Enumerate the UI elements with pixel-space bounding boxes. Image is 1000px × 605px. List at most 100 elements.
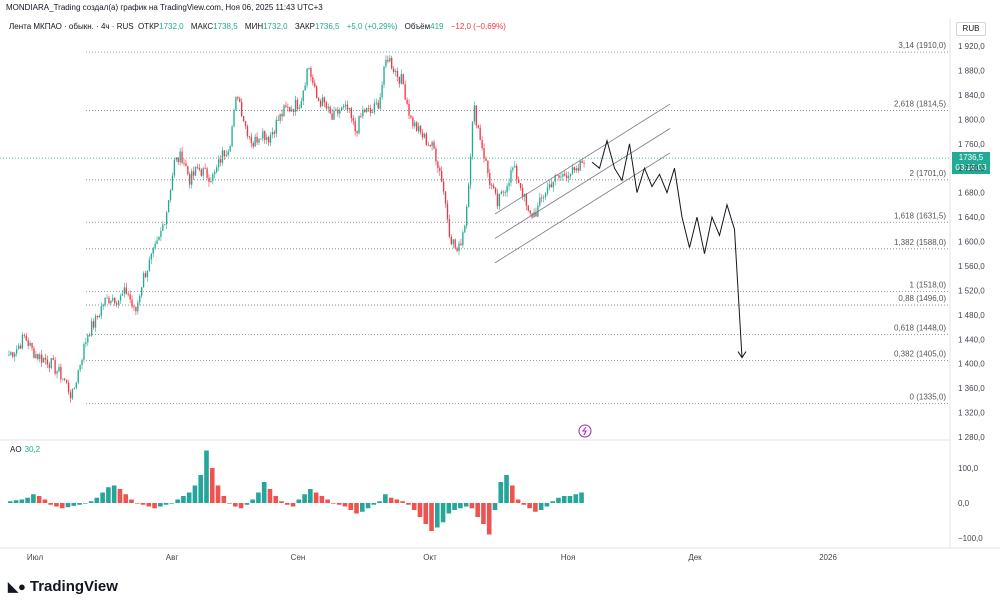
ao-bar <box>365 503 371 509</box>
candle-body <box>181 151 183 163</box>
candle-body <box>142 273 145 288</box>
candle-body <box>81 359 83 365</box>
candle-body <box>381 84 383 98</box>
ao-bar <box>233 503 238 507</box>
candle-body <box>562 173 564 177</box>
candle-body <box>23 334 26 336</box>
candle-body <box>441 171 443 182</box>
candle-body <box>471 121 474 157</box>
candle-body <box>498 194 501 207</box>
candle-body <box>83 344 85 360</box>
candle-body <box>219 159 222 163</box>
candle-body <box>289 107 291 112</box>
fib-level-label: 0 (1335,0) <box>910 392 947 401</box>
candle-body <box>133 306 135 308</box>
ao-bar <box>250 499 255 503</box>
candle-body <box>573 167 576 171</box>
candle-body <box>310 68 312 78</box>
candle-body <box>100 306 102 316</box>
candle-body <box>223 150 226 157</box>
ao-bar <box>227 503 232 504</box>
candle-body <box>394 70 397 72</box>
candle-body <box>125 287 127 294</box>
candle-body <box>487 160 489 173</box>
candle-body <box>73 387 76 389</box>
candle-body <box>271 131 274 135</box>
candle-body <box>25 335 27 341</box>
ao-bar <box>417 503 423 517</box>
candle-body <box>506 186 508 193</box>
candle-body <box>352 118 354 121</box>
x-tick-label: Авг <box>166 553 179 562</box>
candle-body <box>404 84 406 100</box>
ao-bar <box>59 503 65 509</box>
candle-body <box>64 378 66 380</box>
candle-body <box>494 188 497 194</box>
candle-body <box>185 163 187 167</box>
candle-body <box>419 126 422 133</box>
close-value: 1736,5 <box>314 22 340 31</box>
candle-body <box>504 192 506 194</box>
candle-body <box>54 359 56 374</box>
candle-body <box>516 165 518 180</box>
fib-level-label: 1,382 (1588,0) <box>894 238 946 247</box>
candle-body <box>94 315 97 328</box>
candle-body <box>308 68 310 69</box>
candle-body <box>379 97 381 109</box>
ao-bar <box>406 503 411 505</box>
candle-body <box>406 99 408 104</box>
candle-body <box>566 175 568 178</box>
candle-body <box>337 109 339 114</box>
candle-body <box>331 113 333 120</box>
candle-body <box>62 378 64 380</box>
ao-bar <box>123 494 129 503</box>
candle-body <box>179 151 181 163</box>
candle-body <box>571 167 574 174</box>
candle-body <box>371 112 374 113</box>
candle-body <box>241 101 243 117</box>
fib-level-label: 2 (1701,0) <box>910 169 947 178</box>
candle-body <box>375 102 377 104</box>
candle-body <box>50 358 52 368</box>
y-tick-label: 1 440,0 <box>958 335 985 344</box>
candle-body <box>189 174 191 185</box>
currency-button[interactable]: RUB <box>956 22 986 36</box>
ao-bar <box>550 501 555 503</box>
candle-body <box>171 175 174 190</box>
ao-tick-label: −100,0 <box>958 534 983 543</box>
projection-arrowhead <box>737 351 747 359</box>
candle-body <box>456 247 458 251</box>
ao-bar <box>158 503 163 507</box>
candle-body <box>546 187 549 194</box>
candle-body <box>235 97 237 110</box>
candle-body <box>250 136 252 144</box>
candle-body <box>502 191 504 193</box>
candle-body <box>510 170 512 183</box>
ao-legend[interactable]: AO 30,2 <box>10 445 40 454</box>
candle-body <box>533 211 535 218</box>
candle-body <box>266 137 268 140</box>
candle-body <box>517 179 520 183</box>
ao-bar <box>273 496 279 503</box>
ao-label: AO <box>10 445 22 454</box>
candle-body <box>102 304 104 307</box>
candle-body <box>577 168 579 171</box>
ao-bar <box>452 503 457 510</box>
candle-body <box>137 302 139 312</box>
y-tick-label: 1 880,0 <box>958 66 985 75</box>
y-tick-label: 1 920,0 <box>958 42 985 51</box>
fib-level-label: 0,88 (1496,0) <box>898 294 946 303</box>
candle-body <box>117 300 120 305</box>
candle-body <box>314 83 316 87</box>
candle-body <box>160 230 162 237</box>
volume-label: Объём <box>404 22 431 31</box>
change-value: +5,0 (+0,29%) <box>346 22 398 31</box>
ao-bar <box>100 492 105 503</box>
candle-body <box>306 68 308 86</box>
last-price-tag: 1736,5 03:16:03 <box>952 152 990 174</box>
y-tick-label: 1 360,0 <box>958 384 985 393</box>
candle-body <box>294 99 297 112</box>
candle-body <box>129 294 131 300</box>
candle-body <box>423 133 426 138</box>
